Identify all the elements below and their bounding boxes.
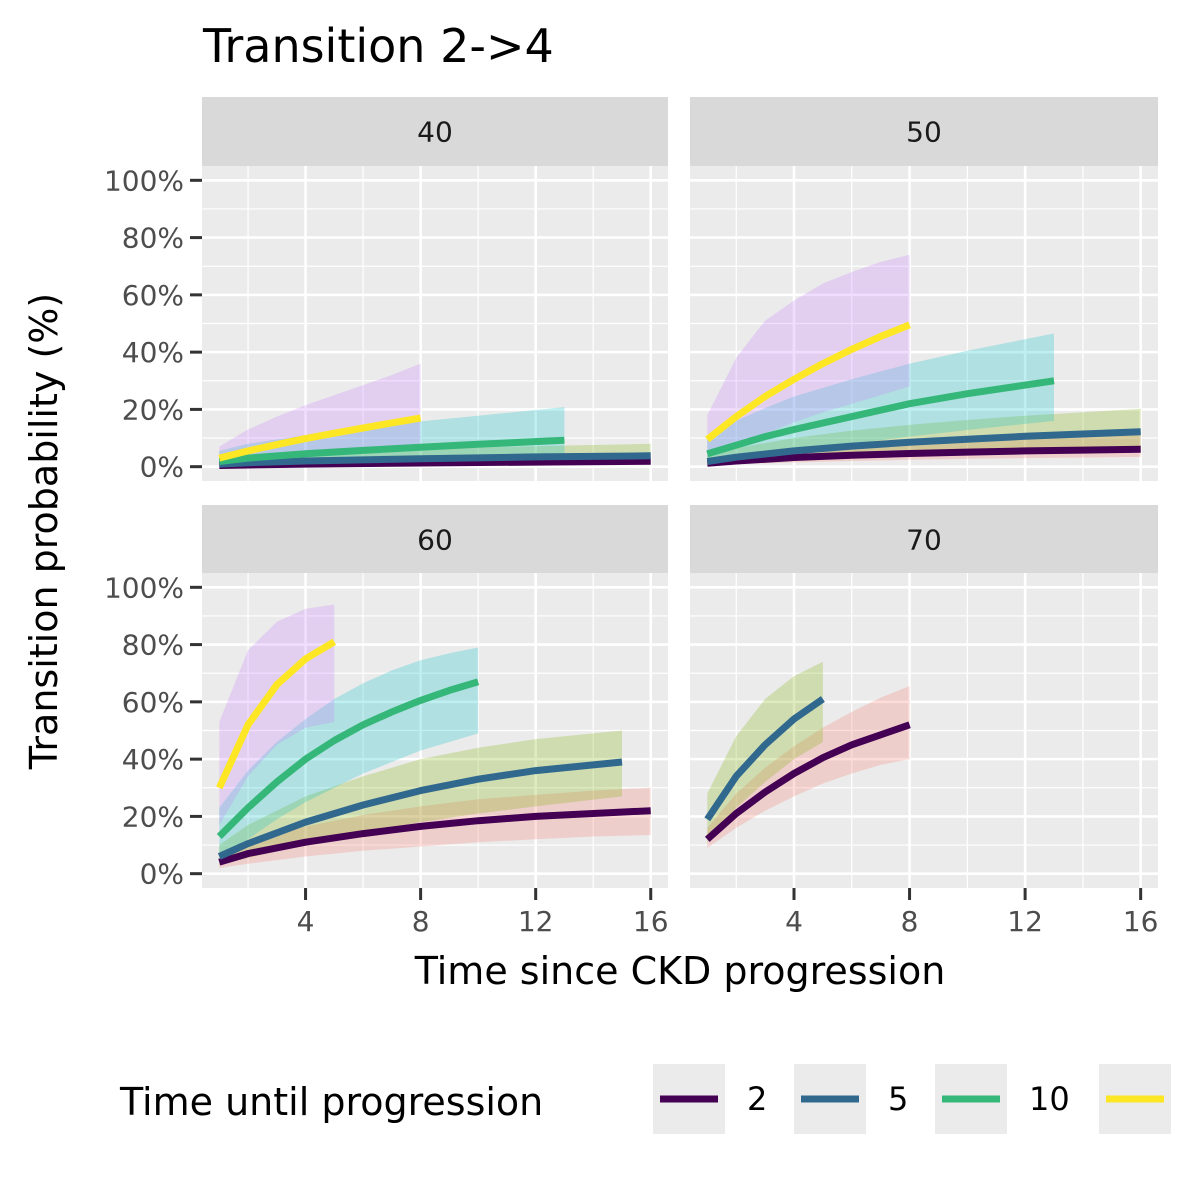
y-tick-label: 80% [122,629,184,662]
series-line-2 [704,721,911,842]
series-line-top [705,321,911,443]
facet-strip [690,97,1158,166]
panel-40: 40 0% 20% 40% 60% 80% 100% [104,97,668,484]
x-tick-label: 8 [901,905,919,938]
x-tick-label: 4 [785,905,803,938]
y-tick-label: 100% [104,571,184,604]
series-line-5 [217,758,623,860]
facet-strip [690,505,1158,574]
series-line-10 [218,436,565,465]
x-tick-label: 8 [412,905,430,938]
panel-50: 50 [690,97,1158,481]
confidence-band-5 [219,730,623,866]
legend-label: 10 [1029,1080,1070,1118]
x-tick-label: 12 [518,905,554,938]
y-tick-label: 20% [122,800,184,833]
series-line-5 [219,452,651,468]
legend-label: 2 [747,1080,767,1118]
y-tick-label: 40% [122,743,184,776]
legend-entry-2: 2 [653,1064,767,1134]
series-line-2 [218,807,651,866]
confidence-band-5 [707,661,823,843]
facet-strip-label: 50 [906,116,942,149]
x-tick-label: 16 [1123,905,1159,938]
y-tick-label: 20% [122,393,184,426]
facet-strip-label: 40 [417,116,453,149]
series-line-5 [704,696,825,822]
y-tick-label: 40% [122,336,184,369]
series-line-top [216,638,337,790]
series-line-10 [216,678,480,839]
legend-label: 5 [888,1080,908,1118]
y-tick-label: 0% [140,858,184,891]
x-axis-title: Time since CKD progression [414,949,946,993]
series-line-10 [706,377,1055,458]
y-tick-label: 80% [122,222,184,255]
legend-entry-top [1099,1064,1171,1134]
x-tick-label: 12 [1007,905,1043,938]
facet-strip-label: 60 [417,524,453,557]
legend-title: Time until progression [119,1080,543,1124]
y-tick-label: 0% [140,451,184,484]
series-line-top [218,414,422,462]
facet-strip [202,505,668,574]
confidence-band-top [707,254,910,457]
chart-title: Transition 2->4 [202,19,554,73]
facet-panels: 40 0% 20% 40% 60% 80% 100% 50 60 0% 20% 40% 60% 80% 10… [104,97,1158,938]
legend: Time until progression 2 5 10 [119,1064,1171,1134]
confidence-band-top [219,363,421,465]
panel-70: 70 4 8 12 16 [690,505,1158,938]
y-tick-label: 60% [122,279,184,312]
y-axis-title: Transition probability (%) [22,293,66,770]
y-tick-label: 60% [122,686,184,719]
facet-strip-label: 70 [906,524,942,557]
panel-60: 60 0% 20% 40% 60% 80% 100% 4 8 12 16 [104,505,669,938]
legend-entry-10: 10 [935,1064,1070,1134]
facet-strip [202,97,668,166]
x-tick-label: 4 [297,905,315,938]
y-tick-label: 100% [104,164,184,197]
series-line-5 [706,428,1141,465]
legend-entry-5: 5 [794,1064,908,1134]
x-tick-label: 16 [633,905,669,938]
series-line-2 [707,445,1141,467]
